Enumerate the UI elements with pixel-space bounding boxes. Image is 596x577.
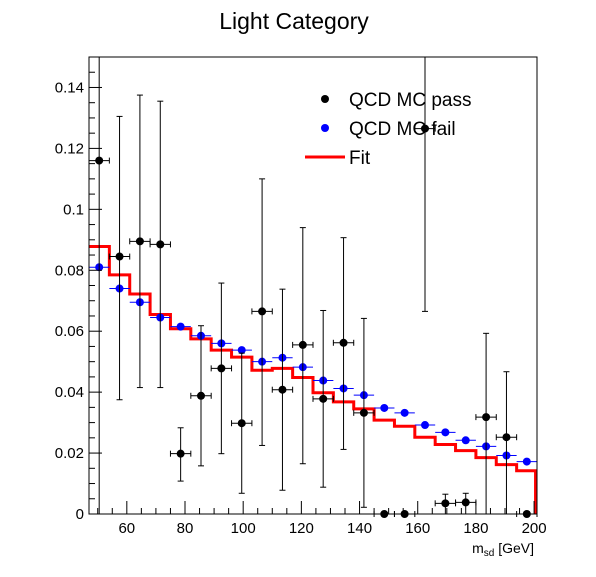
pass-point — [495, 371, 518, 514]
pass-marker — [135, 237, 144, 246]
pass-point — [332, 237, 355, 450]
pass-marker — [95, 156, 104, 165]
pass-marker — [482, 413, 491, 422]
pass-marker — [319, 394, 328, 403]
legend-marker-swatch — [321, 95, 329, 103]
fail-point — [455, 436, 476, 445]
pass-point — [414, 57, 436, 312]
pass-marker — [217, 364, 226, 373]
legend-label: QCD MC pass — [349, 90, 471, 111]
legend-marker-swatch — [321, 124, 329, 132]
fail-point — [435, 428, 456, 437]
pass-marker — [339, 338, 348, 347]
fit-step-line — [89, 245, 538, 514]
y-tick-label: 0.08 — [55, 262, 84, 279]
y-tick-label: 0.04 — [55, 384, 84, 401]
axes: 60 80 100 120 140 160 180 200 0 0.02 0.04 0.06 0.08 0… — [55, 56, 547, 537]
pass-marker — [176, 449, 185, 458]
pass-point — [231, 352, 253, 494]
pass-point — [292, 227, 314, 465]
x-axis-label-unit: [GeV] — [494, 540, 534, 556]
pass-point — [312, 309, 334, 488]
y-tick-label: 0 — [76, 506, 84, 523]
x-tick-label: 120 — [289, 520, 314, 537]
y-tick-label: 0.1 — [63, 201, 84, 218]
y-tick-label: 0.14 — [55, 79, 84, 96]
pass-point — [108, 115, 131, 401]
x-tick-label: 160 — [405, 520, 430, 537]
pass-marker — [115, 252, 124, 261]
x-tick-label: 100 — [231, 520, 256, 537]
y-tick-label: 0.02 — [55, 445, 84, 462]
legend-label: Fit — [349, 148, 371, 169]
fail-point — [394, 408, 415, 417]
x-tick-label: 180 — [463, 520, 488, 537]
y-tick-label: 0.06 — [55, 323, 84, 340]
pass-marker — [359, 408, 368, 417]
legend: QCD MC pass QCD MC fail Fit — [305, 90, 471, 169]
fail-point — [231, 346, 252, 355]
pass-marker — [278, 385, 287, 394]
legend-entry: Fit — [305, 148, 371, 169]
pass-point — [271, 288, 294, 491]
fail-marker — [400, 408, 409, 417]
fail-point — [374, 403, 395, 412]
y-tick-label: 0.12 — [55, 140, 84, 157]
pass-marker — [156, 240, 165, 249]
x-tick-label: 80 — [177, 520, 194, 537]
x-tick-label: 200 — [522, 520, 547, 537]
pass-point — [251, 178, 273, 446]
pass-point — [475, 332, 497, 514]
x-axis-label: msd [GeV] — [472, 540, 534, 559]
pass-point — [210, 282, 233, 455]
legend-entry: QCD MC pass — [321, 90, 471, 111]
pass-marker — [461, 498, 470, 507]
legend-entry: QCD MC fail — [321, 119, 456, 140]
plot-frame — [88, 56, 538, 515]
x-tick-label: 140 — [347, 520, 372, 537]
fail-marker — [380, 403, 389, 412]
fail-marker — [441, 428, 450, 437]
pass-point — [129, 94, 151, 389]
fail-marker — [176, 322, 185, 331]
pass-point — [190, 325, 212, 467]
pass-marker — [502, 433, 511, 442]
pass-marker — [237, 419, 246, 428]
fail-marker — [461, 436, 470, 445]
pass-point — [149, 100, 171, 389]
x-axis-label-main: m — [472, 540, 484, 556]
x-axis-label-subscript: sd — [484, 548, 495, 559]
plot-area — [88, 57, 538, 518]
pass-point — [169, 427, 192, 482]
chart-title: Light Category — [219, 8, 369, 34]
pass-marker — [441, 499, 450, 508]
legend-label: QCD MC fail — [349, 119, 456, 140]
pass-point — [455, 492, 477, 514]
pass-point — [434, 493, 457, 514]
pass-point — [353, 317, 375, 508]
fail-marker — [237, 346, 246, 355]
pass-marker — [421, 124, 429, 133]
fail-point — [414, 421, 436, 430]
fail-marker — [522, 457, 531, 466]
pass-marker — [258, 307, 267, 316]
fail-point — [516, 457, 537, 466]
x-tick-label: 60 — [118, 520, 135, 537]
pass-marker — [197, 391, 205, 400]
fail-marker — [421, 421, 429, 430]
fail-point — [170, 322, 191, 331]
pass-marker — [298, 340, 307, 349]
